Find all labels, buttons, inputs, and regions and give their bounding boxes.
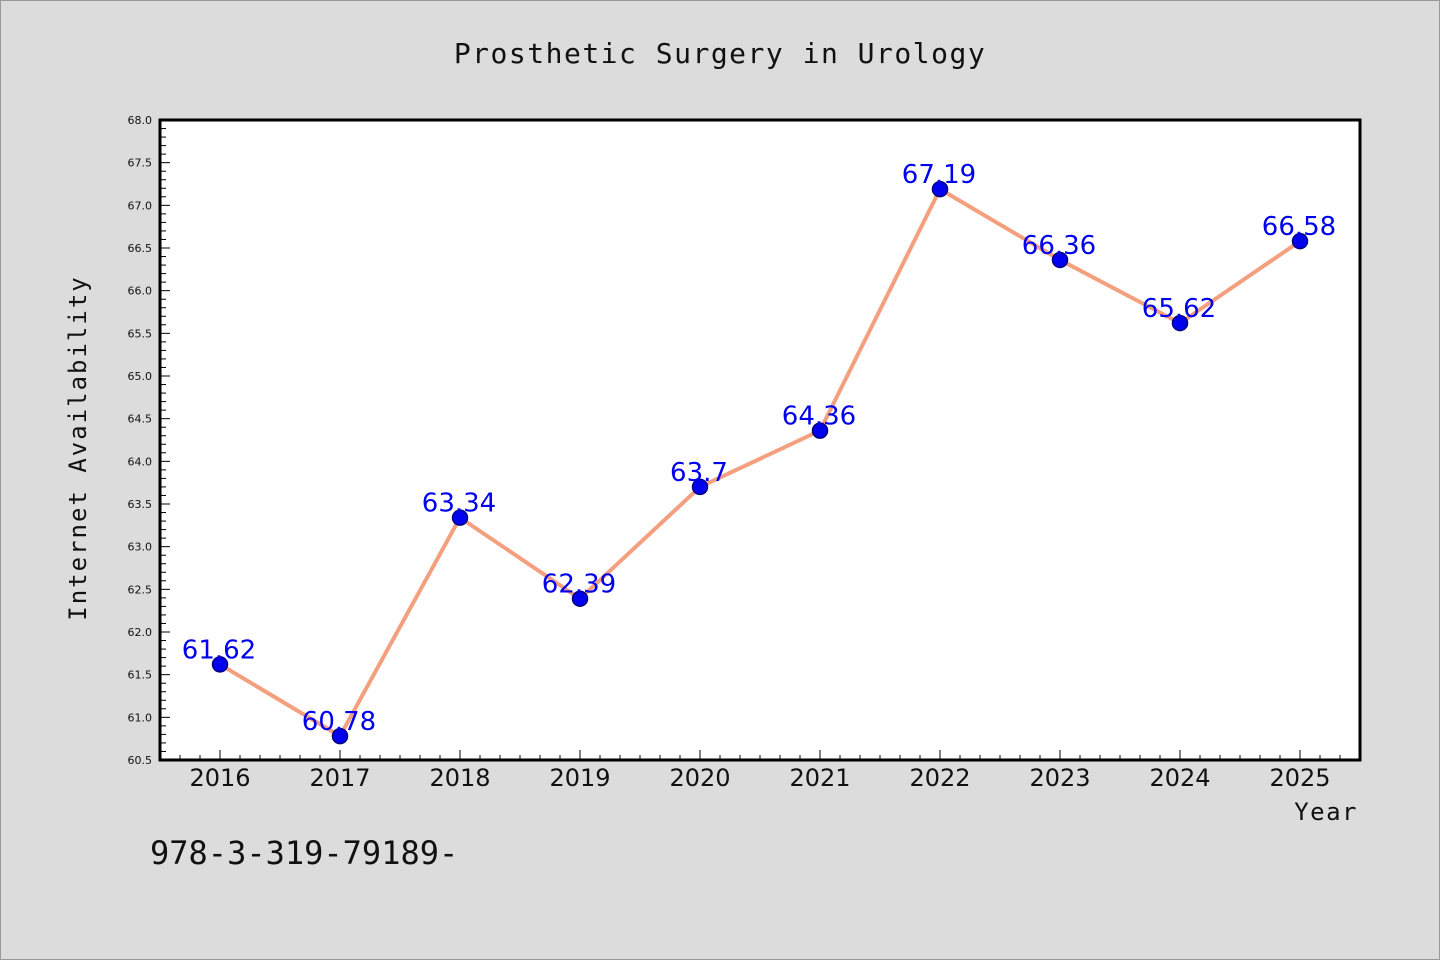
x-tick-label: 2017 [309,764,370,792]
x-tick-label: 2022 [909,764,970,792]
footer-note: 978-3-319-79189- [150,834,458,872]
y-tick-label: 66.5 [128,242,153,255]
data-point-marker [1171,314,1189,332]
data-label: 64.36 [782,402,856,432]
y-tick-label: 68.0 [128,114,153,127]
x-tick-label: 2016 [189,764,250,792]
y-tick-label: 61.0 [128,711,153,724]
y-tick-label: 60.5 [128,754,153,767]
data-label: 63.34 [422,489,496,519]
data-label: 60.78 [302,707,376,737]
data-point-marker [1291,232,1309,250]
data-label: 65.62 [1142,294,1216,324]
chart-title: Prosthetic Surgery in Urology [454,37,986,70]
y-tick-label: 67.0 [128,199,153,212]
x-axis-label: Year [1294,798,1358,826]
data-point-marker [451,509,469,526]
series-line-group: 61.62 60.78 63.34 62.39 63.7 64.36 67.19 66.36 6… [182,160,1336,745]
data-label: 66.58 [1262,212,1336,242]
data-point-marker [1051,251,1069,269]
x-tick-label: 2025 [1269,764,1330,792]
plot-area [158,118,1362,762]
y-axis-label: Internet Availability [64,275,92,620]
y-tick-label: 66.0 [128,285,153,298]
y-tick-label: 64.0 [128,455,153,468]
y-axis: 60.5 61.0 61.5 62.0 62.5 63.0 63.5 64.0 64.5 65.0… [128,114,170,767]
x-tick-label: 2023 [1029,764,1090,792]
data-point-marker [331,727,349,745]
y-tick-label: 61.5 [128,669,153,682]
y-tick-label: 62.5 [128,583,153,596]
y-tick-label: 62.0 [128,626,153,639]
y-tick-label: 64.5 [128,413,153,426]
x-axis: 2016 2017 2018 2019 2020 2021 2022 2023 2024 2025 [179,750,1341,792]
data-point-marker [571,590,589,607]
data-label: 67.19 [902,160,976,190]
y-tick-label: 63.5 [128,498,153,511]
x-tick-label: 2020 [669,764,730,792]
y-tick-label: 67.5 [128,157,153,170]
x-tick-label: 2024 [1149,764,1210,792]
series-line [218,187,1302,739]
y-tick-label: 65.5 [128,327,153,340]
y-tick-label: 63.0 [128,541,153,554]
data-label: 62.39 [542,570,616,600]
data-point-marker [691,478,709,496]
data-point-marker [931,180,949,198]
data-label: 61.62 [182,635,256,665]
data-label: 66.36 [1022,231,1096,261]
data-point-marker [811,422,829,439]
x-tick-label: 2018 [429,764,490,792]
x-tick-label: 2019 [549,764,610,792]
y-tick-label: 65.0 [128,370,153,383]
data-point-marker [211,656,229,673]
x-tick-label: 2021 [789,764,850,792]
data-label: 63.7 [670,458,728,488]
